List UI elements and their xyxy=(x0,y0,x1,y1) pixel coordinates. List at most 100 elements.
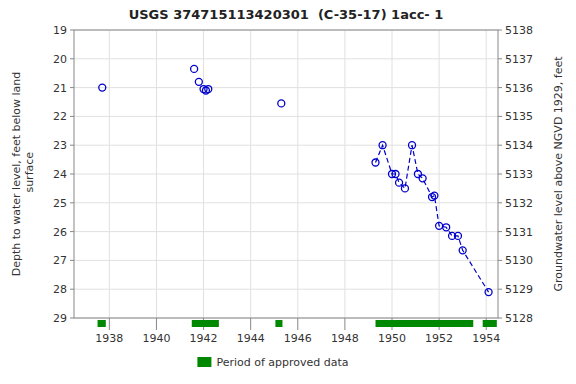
data-point xyxy=(436,222,443,229)
y2-tick-label: 5136 xyxy=(505,82,533,95)
data-point xyxy=(443,224,450,231)
y2-tick xyxy=(498,318,502,319)
y2-tick-label: 5133 xyxy=(505,168,533,181)
x-tick-label: 1938 xyxy=(95,332,123,345)
legend-label: Period of approved data xyxy=(216,356,348,369)
y2-tick xyxy=(498,30,502,31)
data-point xyxy=(372,159,379,166)
y-tick xyxy=(70,58,74,59)
y-tick-label: 28 xyxy=(53,283,67,296)
y-tick-label: 27 xyxy=(53,254,67,267)
y2-tick-label: 5129 xyxy=(505,283,533,296)
x-tick-label: 1946 xyxy=(284,332,312,345)
y-tick-label: 23 xyxy=(53,139,67,152)
y2-axis-label: Groundwater level above NGVD 1929, feet xyxy=(552,56,565,292)
data-point xyxy=(419,175,426,182)
y-tick xyxy=(70,87,74,88)
approved-period xyxy=(98,320,106,327)
data-point xyxy=(195,78,202,85)
data-point xyxy=(99,84,106,91)
y2-tick xyxy=(498,289,502,290)
data-line xyxy=(376,145,489,292)
legend-swatch xyxy=(197,357,211,367)
legend: Period of approved data xyxy=(197,356,348,369)
grid-line xyxy=(74,116,498,117)
data-point xyxy=(401,185,408,192)
y-tick-label: 24 xyxy=(53,168,67,181)
data-point xyxy=(278,100,285,107)
y-tick xyxy=(70,174,74,175)
approved-period xyxy=(275,320,282,327)
y2-tick xyxy=(498,202,502,203)
data-point xyxy=(191,65,198,72)
x-tick xyxy=(109,318,110,330)
grid-line xyxy=(74,260,498,261)
x-tick-label: 1948 xyxy=(331,332,359,345)
y2-tick-label: 5135 xyxy=(505,110,533,123)
y2-tick xyxy=(498,87,502,88)
plot-frame xyxy=(74,30,498,318)
y-tick xyxy=(70,289,74,290)
y2-tick xyxy=(498,231,502,232)
data-point xyxy=(459,247,466,254)
grid-line xyxy=(74,145,498,146)
y-axis-label: Depth to water level, feet below land su… xyxy=(10,72,36,277)
data xyxy=(99,65,492,295)
title: USGS 374715113420301 (C-35-17) 1acc- 1 xyxy=(129,7,444,22)
approved-period xyxy=(483,320,497,327)
data-point xyxy=(409,142,416,149)
y-tick-label: 29 xyxy=(53,312,67,325)
data-point xyxy=(396,179,403,186)
y-tick xyxy=(70,116,74,117)
y2-tick xyxy=(498,116,502,117)
y-tick xyxy=(70,30,74,31)
y2-tick xyxy=(498,145,502,146)
y2-tick xyxy=(498,260,502,261)
grid-line xyxy=(74,202,498,203)
y2-tick-label: 5128 xyxy=(505,312,533,325)
y-tick xyxy=(70,145,74,146)
data-point xyxy=(454,232,461,239)
y-tick-label: 22 xyxy=(53,110,67,123)
y-tick-label: 19 xyxy=(53,24,67,37)
y2-tick-label: 5134 xyxy=(505,139,533,152)
grid-line xyxy=(74,231,498,232)
x-tick-label: 1952 xyxy=(425,332,453,345)
data-point xyxy=(431,192,438,199)
x-tick xyxy=(344,318,345,330)
y2-tick-label: 5138 xyxy=(505,24,533,37)
spans xyxy=(98,320,497,327)
x-tick-label: 1942 xyxy=(190,332,218,345)
x-tick xyxy=(297,318,298,330)
grid-line xyxy=(74,174,498,175)
approved-period xyxy=(376,320,474,327)
axes: 1938194019421944194619481950195219541920… xyxy=(53,24,533,345)
y2-tick-label: 5131 xyxy=(505,226,533,239)
data-point xyxy=(485,289,492,296)
y2-tick-label: 5130 xyxy=(505,254,533,267)
y-tick-label: 20 xyxy=(53,53,67,66)
y-tick xyxy=(70,202,74,203)
data-point xyxy=(392,171,399,178)
x-tick-label: 1950 xyxy=(378,332,406,345)
y2-tick-label: 5132 xyxy=(505,197,533,210)
y-tick xyxy=(70,260,74,261)
x-tick xyxy=(250,318,251,330)
x-tick-label: 1940 xyxy=(142,332,170,345)
y2-tick xyxy=(498,174,502,175)
y-tick xyxy=(70,318,74,319)
grid-line xyxy=(74,58,498,59)
grid xyxy=(74,30,498,318)
y2-tick-label: 5137 xyxy=(505,53,533,66)
y-tick-label: 21 xyxy=(53,82,67,95)
y-tick-label: 25 xyxy=(53,197,67,210)
data-point xyxy=(205,86,212,93)
x-tick xyxy=(156,318,157,330)
data-point xyxy=(379,142,386,149)
grid-line xyxy=(74,87,498,88)
chart: 1938194019421944194619481950195219541920… xyxy=(0,0,576,384)
grid-line xyxy=(74,289,498,290)
y2-tick xyxy=(498,58,502,59)
approved-period xyxy=(192,320,219,327)
x-tick-label: 1954 xyxy=(472,332,500,345)
